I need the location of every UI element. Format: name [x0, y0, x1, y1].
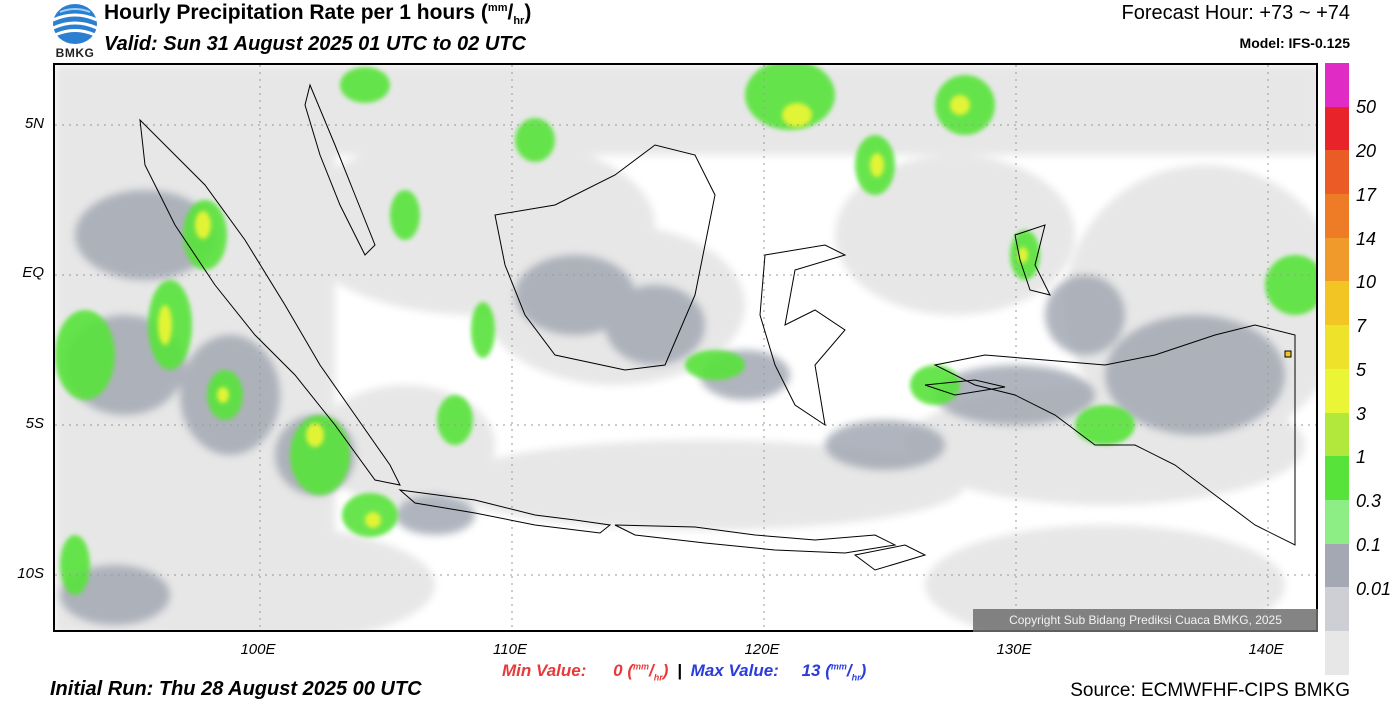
colorbar-segment	[1325, 587, 1349, 631]
model-label: Model: IFS-0.125	[1239, 35, 1350, 51]
lon-label-100e: 100E	[240, 641, 276, 658]
cb-label-20: 20	[1356, 141, 1377, 161]
copyright-notice: Copyright Sub Bidang Prediksi Cuaca BMKG…	[973, 609, 1318, 632]
precipitation-map	[53, 63, 1318, 632]
lat-label-5s: 5S	[25, 415, 44, 432]
papua-outline	[933, 324, 1296, 546]
nusa-tenggara-outline	[614, 524, 897, 554]
colorbar-segment	[1325, 499, 1349, 544]
cb-label-3: 3	[1356, 404, 1367, 424]
cb-label-14: 14	[1356, 229, 1377, 249]
lat-label-eq: EQ	[22, 264, 44, 281]
logo-text: BMKG	[55, 46, 95, 60]
java-outline	[398, 489, 612, 534]
colorbar-segment	[1325, 368, 1349, 413]
bmkg-logo-icon	[52, 4, 98, 44]
cb-label-7: 7	[1356, 316, 1367, 336]
cb-label-5: 5	[1356, 360, 1367, 380]
max-marker	[1284, 350, 1292, 358]
initial-run: Initial Run: Thu 28 August 2025 00 UTC	[50, 678, 422, 700]
max-label: Max Value:	[690, 661, 779, 680]
colorbar-segment	[1325, 412, 1349, 457]
min-label: Min Value:	[502, 661, 587, 680]
cb-label-0-1: 0.1	[1356, 535, 1382, 555]
max-unit-den: hr	[851, 672, 861, 683]
max-value: 13	[801, 661, 821, 680]
precip-layer-green	[55, 65, 1316, 595]
title-text: Hourly Precipitation Rate per 1 hours	[104, 1, 476, 24]
precip-layer-yellow	[158, 95, 1028, 528]
min-max-values: Min Value: 0 (mm/hr) | Max Value: 13 (mm…	[502, 661, 867, 683]
lat-label-5n: 5N	[24, 115, 44, 132]
sulawesi-outline	[759, 244, 847, 427]
halmahera-outline	[1014, 224, 1051, 296]
title-unit-num: mm	[487, 2, 508, 14]
graticule	[55, 65, 1316, 630]
bmkg-logo: BMKG	[50, 2, 100, 60]
valid-time: Valid: Sun 31 August 2025 01 UTC to 02 U…	[104, 33, 526, 55]
colorbar-segment	[1325, 281, 1349, 326]
lat-label-10s: 10S	[17, 565, 44, 582]
colorbar-segment	[1325, 194, 1349, 238]
colorbar	[1325, 63, 1349, 675]
cb-label-0-01: 0.01	[1356, 579, 1392, 599]
cb-label-0-3: 0.3	[1356, 491, 1382, 511]
chart-title: Hourly Precipitation Rate per 1 hours (m…	[104, 1, 532, 28]
timor-outline	[853, 544, 927, 571]
colorbar-segment	[1325, 543, 1349, 588]
min-unit-den: hr	[653, 672, 663, 683]
title-unit-den: hr	[513, 15, 525, 28]
max-unit-num: mm	[830, 661, 847, 672]
min-value: 0	[613, 661, 623, 680]
cb-label-50: 50	[1356, 97, 1377, 117]
forecast-hour: Forecast Hour: +73 ~ +74	[1121, 2, 1350, 24]
colorbar-segment	[1325, 237, 1349, 282]
colorbar-segment	[1325, 630, 1349, 675]
colorbar-segment	[1325, 106, 1349, 151]
separator: |	[677, 661, 682, 680]
colorbar-segment	[1325, 325, 1349, 369]
lon-label-130e: 130E	[996, 641, 1032, 658]
cb-label-17: 17	[1356, 185, 1377, 205]
borneo-outline	[494, 144, 716, 371]
colorbar-segment	[1325, 63, 1349, 107]
min-unit-num: mm	[633, 661, 650, 672]
lon-label-110e: 110E	[493, 641, 527, 658]
cb-label-1: 1	[1356, 447, 1367, 467]
cb-label-10: 10	[1356, 272, 1377, 292]
lon-label-120e: 120E	[744, 641, 780, 658]
data-source: Source: ECMWFHF-CIPS BMKG	[1070, 680, 1350, 701]
colorbar-segment	[1325, 456, 1349, 500]
map-canvas	[55, 65, 1316, 630]
sumatra-outline	[139, 118, 401, 486]
lon-label-140e: 140E	[1248, 641, 1284, 658]
malay-peninsula-outline	[304, 83, 376, 256]
seram-outline	[924, 379, 1006, 396]
colorbar-segment	[1325, 150, 1349, 195]
coastlines	[139, 83, 1296, 571]
